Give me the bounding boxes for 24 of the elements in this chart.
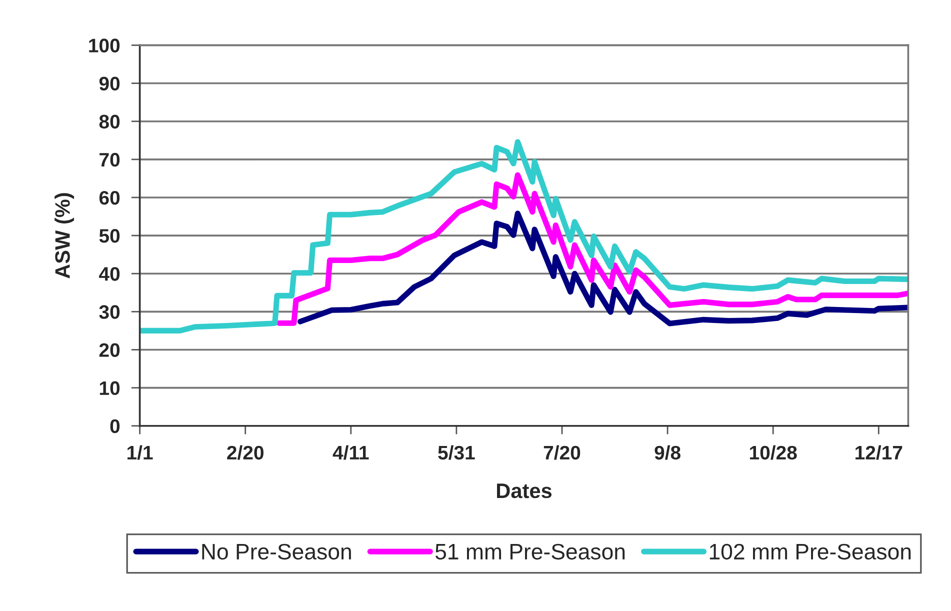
legend-label: 51 mm Pre-Season: [435, 544, 625, 560]
x-tick-label: 1/1: [128, 445, 153, 460]
x-tick-label: 4/11: [332, 445, 369, 460]
y-tick-label: 50: [99, 229, 120, 243]
x-tick-label: 9/8: [654, 445, 680, 460]
y-tick-label: 0: [110, 419, 120, 434]
y-tick-label: 30: [99, 305, 120, 319]
x-tick-label: 12/17: [856, 445, 902, 460]
y-tick-label: 80: [99, 114, 120, 129]
y-tick-label: 10: [100, 381, 120, 396]
y-axis-title: ASW (%): [54, 193, 74, 278]
legend-label: No Pre-Season: [202, 544, 351, 560]
y-tick-label: 70: [100, 152, 120, 167]
y-tick-label: 40: [99, 267, 120, 281]
x-tick-label: 7/20: [544, 445, 580, 460]
y-tick-label: 60: [99, 190, 120, 205]
x-tick-label: 10/28: [750, 445, 797, 460]
y-tick-label: 100: [89, 38, 120, 52]
x-tick-label: 2/20: [227, 445, 264, 460]
y-tick-label: 20: [99, 343, 120, 357]
x-tick-label: 5/31: [438, 445, 475, 460]
y-tick-label: 90: [99, 76, 120, 91]
x-axis-title: Dates: [497, 484, 552, 498]
legend-label: 102 mm Pre-Season: [710, 544, 911, 560]
